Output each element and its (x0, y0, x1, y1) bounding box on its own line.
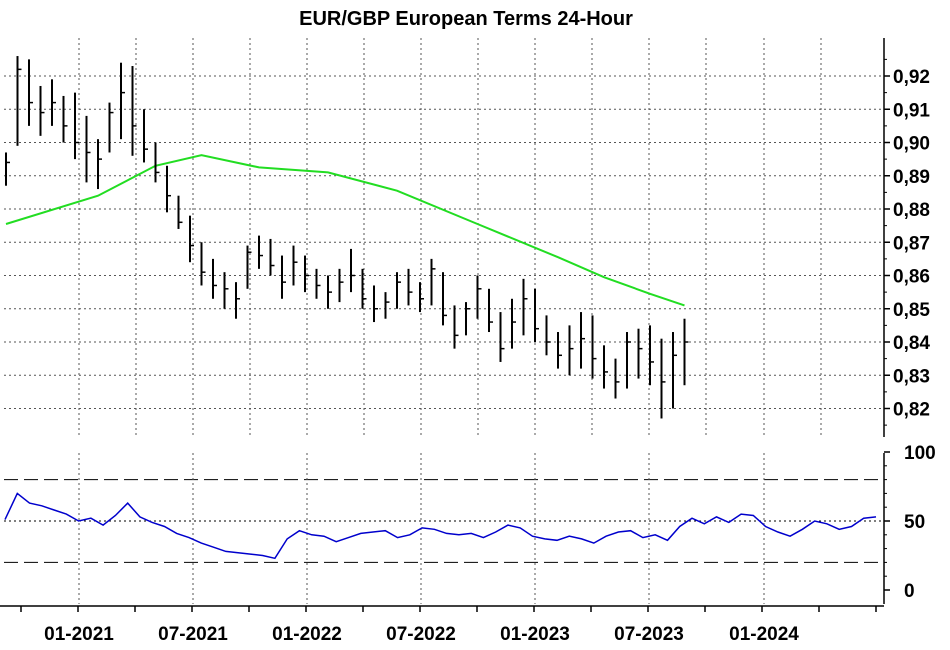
price-bar (269, 238, 275, 276)
price-y-axis: 0,82 0,83 0,84 0,85 0,86 0,87 0,88 0,89 0,90 0,91… (883, 38, 930, 437)
oscillator-grid (4, 453, 884, 604)
price-tick-label: 0,83 (893, 366, 930, 387)
price-bars-layer (5, 56, 689, 419)
price-bar (649, 325, 654, 386)
price-bar (419, 282, 424, 313)
price-grid (4, 38, 884, 437)
oscillator-tick-label: 100 (904, 443, 936, 464)
date-x-axis: 01-2021 07-2021 01-2022 07-2022 01-2023 07-20… (0, 605, 884, 645)
price-bar (338, 268, 344, 303)
price-bar (580, 312, 585, 369)
price-bar (465, 302, 470, 336)
price-bar (177, 195, 183, 229)
price-bar (522, 278, 528, 336)
price-bar (120, 62, 125, 140)
price-bar (396, 272, 401, 309)
price-bar (499, 312, 505, 362)
x-tick-label: 07-2021 (158, 624, 228, 645)
price-bar (281, 255, 286, 299)
price-bar (292, 245, 298, 286)
x-tick-label: 01-2024 (729, 624, 799, 645)
price-bar (200, 242, 206, 286)
price-bar (660, 338, 666, 419)
price-bar (476, 275, 482, 319)
price-bar (189, 215, 194, 263)
price-bar (62, 95, 68, 143)
price-bar (28, 59, 33, 126)
price-tick-label: 0,91 (893, 100, 930, 121)
price-bar (453, 305, 459, 349)
price-bar (384, 292, 390, 319)
price-bar (97, 139, 102, 190)
price-bar (534, 288, 539, 342)
x-tick-label: 01-2023 (500, 624, 570, 645)
oscillator-tick-label: 0 (904, 581, 915, 602)
oscillator-line (4, 492, 877, 560)
price-bar (361, 268, 367, 309)
price-bar (108, 102, 114, 153)
price-bar (258, 235, 263, 269)
price-tick-label: 0,92 (893, 67, 930, 88)
x-tick-label: 01-2021 (44, 624, 114, 645)
price-bar (315, 268, 321, 299)
price-bar (154, 142, 160, 183)
price-tick-label: 0,84 (893, 333, 930, 354)
price-tick-label: 0,86 (893, 267, 930, 288)
oscillator-y-axis: 0 50 100 (883, 443, 936, 604)
chart-title: EUR/GBP European Terms 24-Hour (299, 8, 633, 30)
x-tick-label: 01-2022 (272, 624, 342, 645)
price-tick-label: 0,89 (893, 167, 930, 188)
price-bar (683, 318, 689, 386)
x-tick-label: 07-2023 (614, 624, 684, 645)
price-tick-label: 0,90 (893, 134, 930, 155)
price-bar (39, 85, 45, 136)
price-bar (637, 328, 643, 379)
price-bar (442, 272, 447, 326)
price-bar (51, 79, 56, 126)
oscillator-layer (4, 492, 877, 560)
price-bar (246, 245, 252, 289)
price-tick-label: 0,88 (893, 200, 930, 221)
price-tick-label: 0,87 (893, 233, 930, 254)
price-bar (304, 255, 309, 293)
price-bar (16, 56, 22, 146)
price-bar (5, 152, 10, 186)
price-bar (327, 275, 332, 309)
price-bar (235, 282, 240, 319)
price-bar (591, 315, 597, 379)
x-tick-label: 07-2022 (386, 624, 456, 645)
oscillator-tick-label: 50 (904, 512, 925, 533)
price-bar (223, 272, 229, 309)
moving-average-line (5, 154, 685, 307)
price-bar (603, 345, 608, 389)
price-tick-label: 0,85 (893, 300, 930, 321)
price-tick-label: 0,82 (893, 400, 930, 421)
price-bar (85, 115, 91, 183)
price-bar (131, 66, 137, 156)
price-bar (212, 258, 217, 299)
price-bar (488, 288, 493, 333)
price-bar (568, 325, 574, 376)
price-bar (614, 358, 620, 399)
price-bar (557, 332, 562, 369)
price-bar (626, 332, 631, 389)
price-bar (74, 92, 79, 160)
price-bar (430, 258, 436, 306)
price-bar (672, 332, 677, 409)
price-bar (511, 298, 516, 349)
price-bar (143, 109, 148, 163)
price-bar (373, 285, 378, 323)
price-bar (545, 315, 551, 356)
moving-average-layer (5, 154, 685, 307)
price-bar (407, 268, 413, 306)
price-bar (350, 248, 355, 293)
price-bar (166, 165, 171, 213)
